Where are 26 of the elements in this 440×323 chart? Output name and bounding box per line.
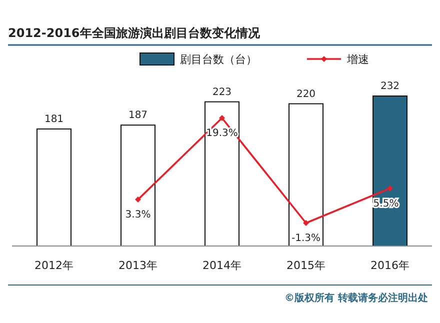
bar xyxy=(288,103,324,246)
legend-label: 剧目台数（台） xyxy=(180,53,257,66)
data-label: 232 xyxy=(380,81,400,92)
x-tick-label: 2014年 xyxy=(202,259,242,272)
data-label: 187 xyxy=(128,110,148,122)
point xyxy=(303,220,309,226)
text: ©版权所有 转载请务必注明出处 xyxy=(284,292,428,304)
data-label: 220 xyxy=(296,88,316,100)
data-label: -1.3% xyxy=(291,233,321,244)
bar xyxy=(36,128,72,246)
bar xyxy=(204,101,240,246)
data-label: 3.3% xyxy=(125,210,151,221)
data-label: 181 xyxy=(44,114,64,125)
point xyxy=(135,196,141,203)
x-tick-label: 2015年 xyxy=(286,259,326,272)
bar xyxy=(120,124,156,246)
legend-label: 增速 xyxy=(346,53,369,66)
point xyxy=(219,115,225,121)
point xyxy=(387,185,393,192)
data-label: 5.5% xyxy=(373,198,399,210)
x-tick-label: 2012年 xyxy=(34,259,74,272)
x-tick-label: 2016年 xyxy=(370,259,410,272)
data-label: 223 xyxy=(212,86,232,98)
x-tick-label: 2013年 xyxy=(118,259,158,272)
bar xyxy=(372,96,408,246)
chart-title: 2012-2016年全国旅游演出剧目台数变化情况 xyxy=(8,26,261,40)
